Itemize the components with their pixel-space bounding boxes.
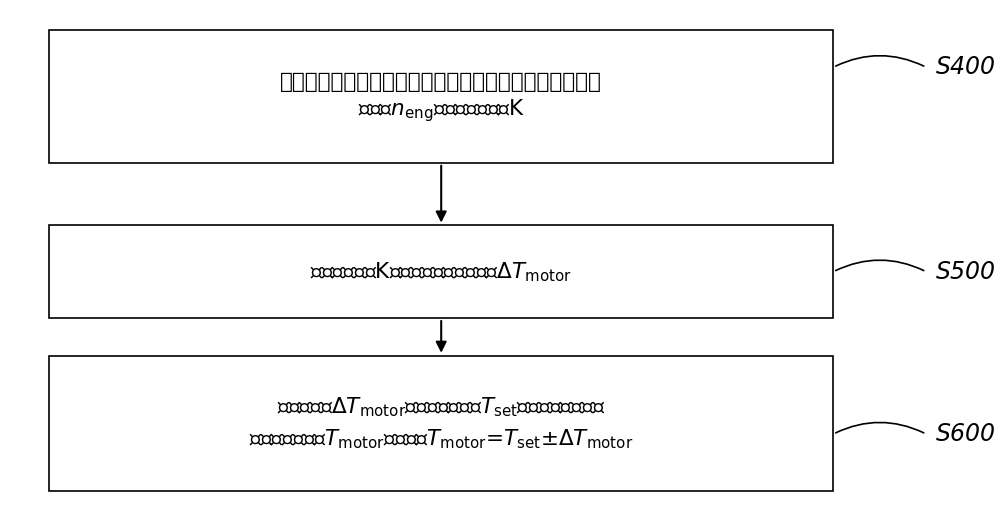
Bar — [49, 356, 833, 491]
Text: 在发动机转换工况或转速波动较大时，获取与发动机的当: 在发动机转换工况或转速波动较大时，获取与发动机的当 — [280, 72, 602, 92]
Text: 将补偿扭矩$\Delta T_{\rm motor}$补偿到目标扭矩$T_{\rm set}$中，以调节发电机: 将补偿扭矩$\Delta T_{\rm motor}$补偿到目标扭矩$T_{\r… — [277, 395, 605, 419]
Text: 根据补偿因子K获得发电机的补偿扭矩$\Delta T_{\rm motor}$: 根据补偿因子K获得发电机的补偿扭矩$\Delta T_{\rm motor}$ — [310, 260, 572, 284]
Text: 前转速$n_{\rm eng}$有关的补偿因子K: 前转速$n_{\rm eng}$有关的补偿因子K — [358, 98, 525, 124]
Text: S500: S500 — [936, 260, 996, 284]
Bar — [49, 225, 833, 318]
Text: 输出的实际扭矩$T_{\rm motor}$，其中，$T_{\rm motor}$=$T_{\rm set}$$\pm$$\Delta T_{\rm motor: 输出的实际扭矩$T_{\rm motor}$，其中，$T_{\rm motor}… — [249, 428, 633, 451]
Text: S400: S400 — [936, 55, 996, 79]
Text: S600: S600 — [936, 422, 996, 446]
Bar — [49, 30, 833, 163]
